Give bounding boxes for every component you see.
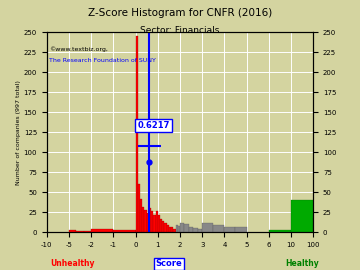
Bar	[193, 228, 198, 232]
Bar	[149, 208, 151, 232]
Bar	[176, 225, 178, 232]
Bar	[167, 225, 169, 232]
Bar	[113, 230, 136, 232]
Bar	[158, 215, 160, 232]
Bar	[156, 211, 158, 232]
Y-axis label: Number of companies (997 total): Number of companies (997 total)	[16, 80, 21, 185]
Bar	[269, 230, 291, 232]
Bar	[142, 207, 144, 232]
Bar	[169, 227, 171, 232]
Bar	[202, 222, 213, 232]
Bar	[198, 229, 202, 232]
Bar	[147, 213, 149, 232]
Bar	[224, 227, 235, 232]
Text: Healthy: Healthy	[285, 259, 319, 268]
Text: ©www.textbiz.org,: ©www.textbiz.org,	[49, 46, 108, 52]
Bar	[136, 36, 138, 232]
Bar	[138, 184, 140, 232]
Text: Sector: Financials: Sector: Financials	[140, 26, 220, 35]
Bar	[180, 222, 184, 232]
Bar	[144, 210, 147, 232]
Text: The Research Foundation of SUNY: The Research Foundation of SUNY	[49, 58, 156, 63]
Bar	[153, 215, 156, 232]
Bar	[189, 227, 193, 232]
Bar	[171, 227, 173, 232]
Bar	[291, 200, 313, 232]
Text: Unhealthy: Unhealthy	[50, 259, 95, 268]
Bar	[84, 231, 91, 232]
Bar	[69, 230, 76, 232]
Text: Score: Score	[156, 259, 182, 268]
Bar	[140, 199, 142, 232]
Bar	[160, 220, 162, 232]
Text: Z-Score Histogram for CNFR (2016): Z-Score Histogram for CNFR (2016)	[88, 8, 272, 18]
Bar	[165, 223, 167, 232]
Bar	[76, 231, 84, 232]
Bar	[91, 229, 113, 232]
Bar	[173, 229, 176, 232]
Bar	[178, 226, 180, 232]
Bar	[151, 211, 153, 232]
Bar	[213, 225, 224, 232]
Bar	[235, 227, 247, 232]
Bar	[184, 224, 189, 232]
Text: 0.6217: 0.6217	[137, 121, 170, 130]
Bar	[162, 221, 165, 232]
